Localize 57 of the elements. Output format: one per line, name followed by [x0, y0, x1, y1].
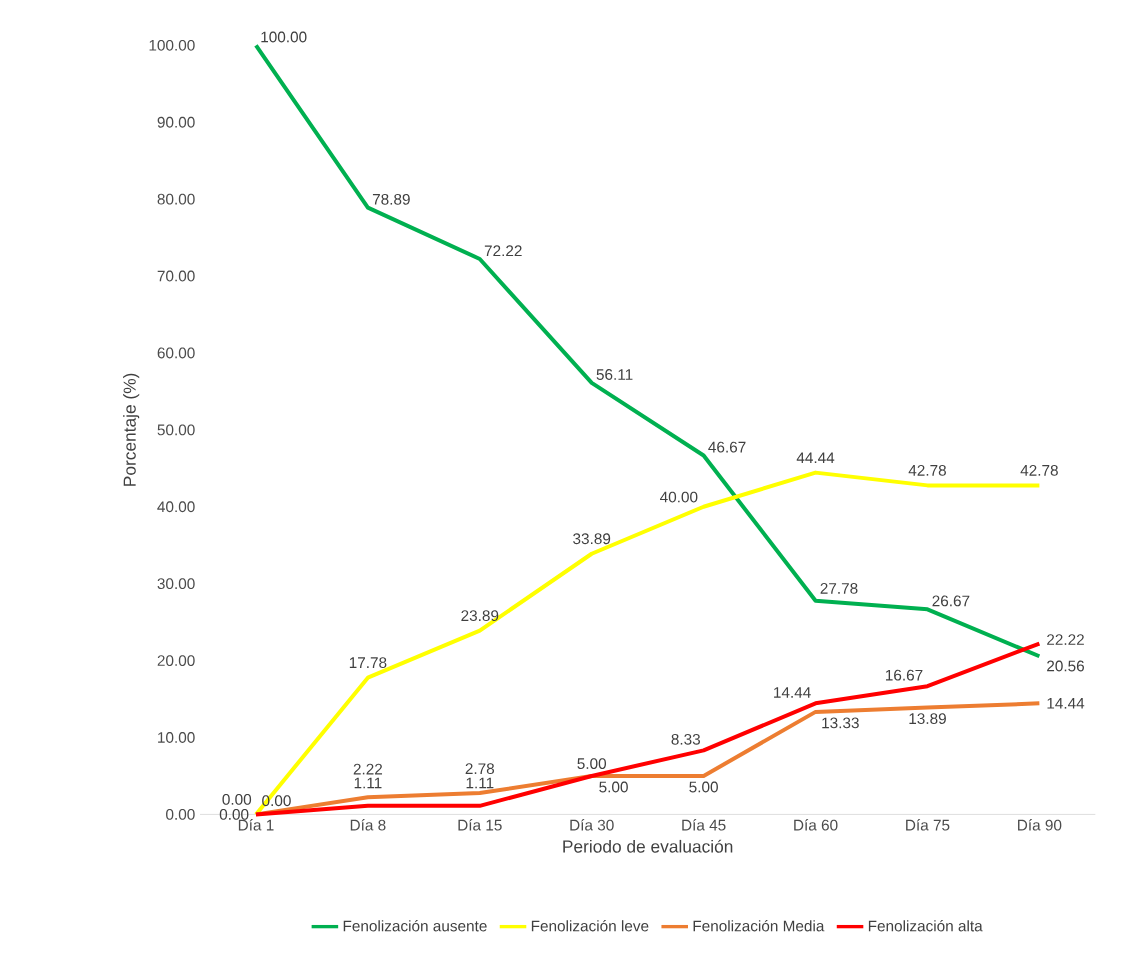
data-label: 56.11 [596, 369, 633, 380]
legend-label: Fenolización ausente [343, 919, 487, 932]
data-label: 5.00 [599, 781, 628, 793]
y-tick-label: 70.00 [157, 270, 195, 282]
x-tick-label: Día 30 [570, 819, 614, 831]
x-tick-label: Día 8 [350, 819, 386, 831]
data-label: 0.00 [222, 793, 252, 805]
data-label: 42.78 [908, 464, 946, 476]
data-label: 46.67 [708, 441, 746, 453]
x-tick-label: Día 75 [906, 819, 950, 831]
data-label: 40.00 [660, 491, 698, 503]
data-label: 2.22 [353, 763, 383, 775]
legend-label: Fenolización alta [868, 919, 983, 932]
y-tick-label: 20.00 [157, 655, 195, 666]
data-label: 44.44 [796, 452, 835, 463]
x-axis-title: Periodo de evaluación [563, 839, 733, 853]
data-label: 78.89 [372, 193, 410, 205]
data-label: 20.56 [1047, 660, 1084, 672]
y-tick-label: 40.00 [157, 501, 195, 513]
data-label: 26.67 [932, 595, 970, 607]
y-tick-label: 100.00 [149, 39, 195, 51]
data-label: 14.44 [774, 687, 811, 698]
y-tick-label: 50.00 [157, 424, 195, 436]
line-series [253, 641, 1042, 817]
y-tick-label: 30.00 [157, 578, 195, 590]
data-label: 27.78 [820, 582, 858, 594]
legend-label: Fenolización Media [693, 919, 825, 932]
data-label: 13.33 [822, 717, 859, 729]
data-label: 42.78 [1020, 464, 1058, 476]
x-tick-label: Día 1 [238, 819, 274, 831]
data-label: 5.00 [689, 781, 718, 793]
data-label: 100.00 [261, 31, 307, 43]
y-tick-label: 10.00 [158, 732, 195, 743]
data-label: 8.33 [671, 733, 700, 745]
data-label: 1.11 [354, 777, 382, 789]
data-label: 33.89 [573, 533, 611, 545]
y-tick-label: 80.00 [157, 193, 195, 205]
y-tick-label: 90.00 [157, 116, 195, 128]
x-tick-label: Día 60 [794, 819, 838, 831]
data-label: 5.00 [577, 758, 607, 769]
legend-label: Fenolización leve [531, 919, 649, 932]
data-label: 16.67 [885, 669, 923, 681]
data-label: 22.22 [1047, 634, 1084, 645]
data-label: 0.00 [219, 808, 249, 820]
data-label: 72.22 [484, 245, 522, 257]
y-tick-label: 60.00 [157, 347, 195, 359]
data-label: 1.11 [466, 777, 494, 789]
data-label: 14.44 [1047, 698, 1085, 709]
y-axis-title: Porcentaje (%) [123, 373, 140, 486]
data-label: 17.78 [349, 657, 387, 669]
data-label: 23.89 [461, 610, 499, 622]
data-label: 13.89 [909, 713, 946, 724]
data-label: 2.78 [465, 763, 495, 775]
x-tick-label: Día 15 [458, 819, 502, 831]
x-tick-label: Día 90 [1018, 819, 1062, 831]
x-tick-label: Día 45 [682, 819, 726, 831]
y-tick-label: 0.00 [166, 808, 195, 820]
